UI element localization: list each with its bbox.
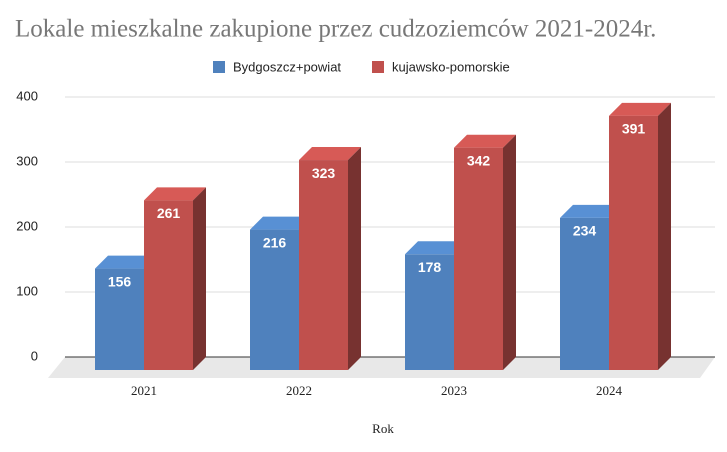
value-label: 178 <box>418 259 442 275</box>
y-tick-label: 100 <box>16 283 38 298</box>
y-tick-label: 200 <box>16 218 38 233</box>
value-label: 156 <box>108 273 132 289</box>
value-label: 234 <box>573 223 597 239</box>
bar <box>250 229 299 370</box>
bar <box>560 217 609 370</box>
value-label: 323 <box>312 165 336 181</box>
value-label: 342 <box>467 152 491 168</box>
bar <box>454 147 503 370</box>
legend-label: kujawsko-pomorskie <box>392 59 510 74</box>
x-tick-label: 2023 <box>441 383 467 398</box>
bar-top <box>250 216 312 230</box>
bar-top <box>95 255 157 269</box>
bar-top <box>144 187 206 201</box>
y-tick-label: 0 <box>31 348 38 363</box>
chart-title: Lokale mieszkalne zakupione przez cudzoz… <box>15 16 656 43</box>
bar-top <box>560 204 622 218</box>
x-axis-title: Rok <box>372 421 394 436</box>
y-tick-label: 300 <box>16 153 38 168</box>
legend-swatch <box>213 61 225 73</box>
value-label: 391 <box>622 121 646 137</box>
bar-top <box>454 134 516 148</box>
x-tick-label: 2024 <box>596 383 623 398</box>
bar <box>144 200 193 370</box>
bar-side <box>193 187 206 370</box>
bar-side <box>658 102 671 370</box>
bar-top <box>405 241 467 255</box>
bar <box>405 254 454 370</box>
bar <box>95 268 144 370</box>
x-tick-label: 2022 <box>286 383 312 398</box>
bar <box>299 160 348 370</box>
value-label: 261 <box>157 205 181 221</box>
y-tick-label: 400 <box>16 88 38 103</box>
legend-label: Bydgoszcz+powiat <box>233 59 341 74</box>
floor <box>48 357 715 378</box>
bar-side <box>503 134 516 370</box>
bar-side <box>348 147 361 370</box>
value-label: 216 <box>263 234 287 250</box>
x-tick-label: 2021 <box>131 383 157 398</box>
bar-top <box>299 147 361 161</box>
legend-swatch <box>372 61 384 73</box>
bar-top <box>609 102 671 116</box>
bar <box>609 115 658 370</box>
